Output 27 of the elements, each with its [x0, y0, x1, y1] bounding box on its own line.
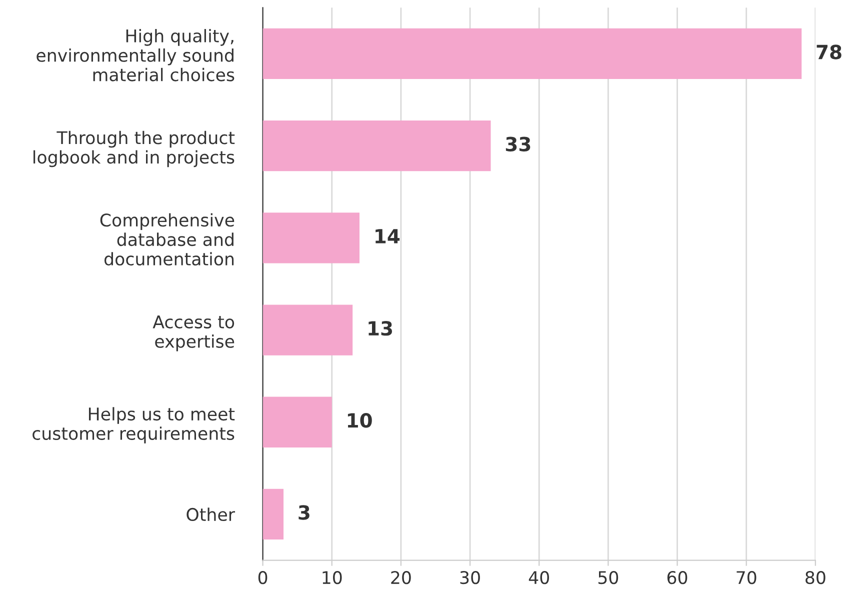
y-tick-label: Other: [186, 508, 236, 522]
data-label: 3: [298, 505, 310, 520]
bar: [262, 488, 284, 540]
y-tick-label: Access to expertise: [152, 316, 234, 352]
data-label: 10: [348, 413, 372, 428]
x-tick-label: 20: [391, 570, 411, 584]
x-tick-label: 10: [322, 570, 342, 584]
x-tick-label: 70: [736, 570, 756, 584]
x-tick-label: 40: [528, 570, 550, 584]
data-label: 78: [816, 44, 842, 60]
data-label: 13: [368, 320, 392, 336]
x-tick-label: 60: [667, 570, 688, 584]
y-tick-label: Comprehensive database and documentation: [100, 213, 234, 266]
bar: [262, 120, 491, 172]
bar: [262, 304, 353, 356]
x-tick-label: 80: [806, 570, 826, 584]
bar: [262, 396, 332, 448]
bar: [262, 28, 802, 80]
y-tick-label: Helps us to meet customer requirements: [32, 407, 235, 444]
y-tick-label: High quality, environmentally sound material choices: [36, 29, 234, 82]
bar: [262, 212, 360, 264]
x-tick-label: 0: [258, 570, 268, 584]
data-label: 14: [376, 229, 400, 244]
y-tick-label: Through the product logbook and in projects: [34, 130, 235, 168]
x-tick-label: 50: [598, 570, 618, 584]
data-label: 33: [506, 136, 530, 152]
x-tick-label: 30: [460, 570, 480, 584]
